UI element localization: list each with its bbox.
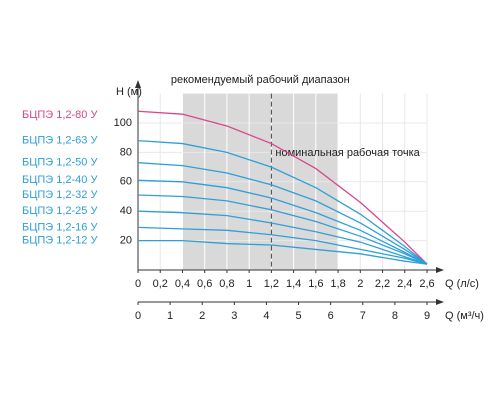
x2-tick-label: 6	[328, 310, 334, 322]
x2-tick-label: 9	[424, 310, 430, 322]
curve	[137, 162, 428, 265]
curve	[137, 194, 428, 265]
y-tick-label: 60	[120, 176, 132, 188]
legend-label: БЦПЭ 1,2-25 У	[22, 205, 98, 217]
x-tick-label: 2,4	[397, 278, 412, 290]
y-tick-label: 40	[120, 205, 132, 217]
x-tick-label: 1,8	[330, 278, 345, 290]
y-tick-label: 20	[120, 235, 132, 247]
x-tick-label: 2,2	[375, 278, 390, 290]
x-tick-label: 1,6	[308, 278, 323, 290]
x-arrow	[436, 267, 444, 273]
x2-tick-label: 3	[231, 310, 237, 322]
x-tick-label: 1	[246, 278, 252, 290]
x-tick-label: 0,6	[197, 278, 212, 290]
x-axis-label: Q (л/с)	[445, 278, 479, 290]
x2-axis-label: Q (м³/ч)	[445, 310, 484, 322]
curve	[138, 239, 428, 265]
legend-label: БЦПЭ 1,2-16 У	[22, 221, 98, 233]
curve	[137, 139, 428, 265]
x2-tick-label: 5	[295, 310, 301, 322]
x-tick-label: 0,2	[153, 278, 168, 290]
x2-tick-label: 1	[167, 310, 173, 322]
legend-label: БЦПЭ 1,2-12 У	[22, 235, 98, 247]
x-tick-label: 2,6	[419, 278, 434, 290]
annotation: номинальная рабочая точка	[275, 147, 420, 159]
y-tick-label: 100	[114, 117, 132, 129]
x-tick-label: 2	[357, 278, 363, 290]
x2-tick-label: 7	[360, 310, 366, 322]
annotation: рекомендуемый рабочий диапазон	[171, 74, 350, 86]
legend-label: БЦПЭ 1,2-80 У	[22, 109, 98, 121]
y-tick-label: 80	[120, 146, 132, 158]
x-tick-label: 0,8	[219, 278, 234, 290]
x2-tick-label: 0	[135, 310, 141, 322]
legend-label: БЦПЭ 1,2-50 У	[22, 157, 98, 169]
x-tick-label: 0	[135, 278, 141, 290]
x2-arrow	[436, 299, 444, 305]
legend-label: БЦПЭ 1,2-63 У	[22, 135, 98, 147]
x2-tick-label: 8	[392, 310, 398, 322]
y-axis-label: H (м)	[116, 86, 142, 98]
curve	[137, 110, 428, 265]
x-tick-label: 0,4	[175, 278, 190, 290]
legend-label: БЦПЭ 1,2-32 У	[22, 189, 98, 201]
x-tick-label: 1,2	[264, 278, 279, 290]
x-tick-label: 1,4	[286, 278, 301, 290]
curve	[137, 179, 428, 265]
x2-tick-label: 4	[263, 310, 269, 322]
x2-tick-label: 2	[199, 310, 205, 322]
legend-label: БЦПЭ 1,2-40 У	[22, 174, 98, 186]
curve	[137, 210, 428, 265]
y-arrow	[135, 80, 141, 88]
curve	[137, 226, 428, 265]
